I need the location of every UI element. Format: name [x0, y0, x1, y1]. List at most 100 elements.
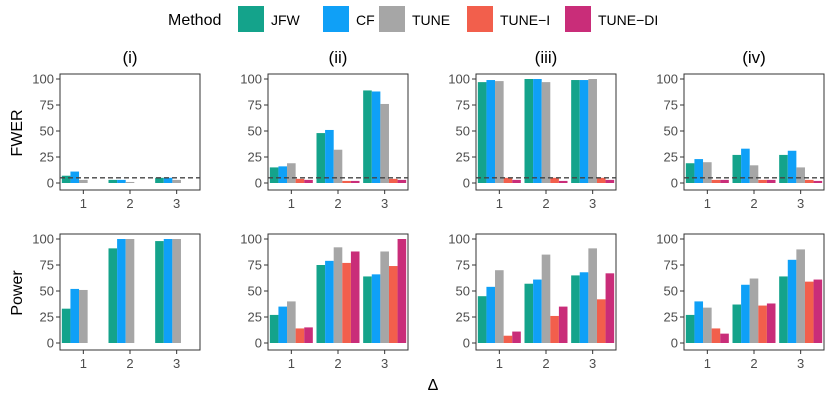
col-title-iii: (iii): [535, 48, 558, 67]
legend-swatch-tune-i: [467, 6, 493, 32]
x-tick-label: 3: [381, 356, 388, 371]
bar-tune-di: [720, 179, 729, 183]
y-tick-label: 50: [456, 124, 470, 139]
x-tick-label: 3: [173, 196, 180, 211]
bar-tune-i: [295, 178, 305, 183]
y-tick-label: 0: [255, 176, 262, 191]
bar-tune-di: [605, 273, 615, 343]
y-tick-label: 0: [671, 336, 678, 351]
bar-tune-di: [350, 180, 360, 183]
bar-tune: [79, 179, 88, 183]
panel-power-iv: 0 25 50 75 100 1 2 3: [656, 232, 825, 371]
bar-tune-di: [766, 179, 776, 183]
bar-tune-di: [304, 179, 313, 183]
bar-tune-i: [550, 177, 559, 183]
bar-tune-di: [304, 327, 313, 343]
x-tick-label: 3: [381, 196, 388, 211]
bar-tune-di: [605, 179, 615, 183]
bar-tune: [541, 254, 551, 343]
y-tick-label: 50: [664, 284, 678, 299]
bar-tune: [796, 167, 805, 183]
y-tick-label: 0: [671, 176, 678, 191]
bar-jfw: [477, 82, 487, 183]
y-tick-label: 25: [248, 150, 262, 165]
bar-jfw: [61, 175, 71, 183]
bar-cf: [579, 272, 589, 343]
y-tick-label: 25: [40, 310, 54, 325]
bar-cf: [694, 159, 704, 183]
panel-power-ii: 0 25 50 75 100 1 2 3: [240, 232, 409, 371]
bar-tune-i: [758, 305, 767, 343]
y-tick-label: 0: [47, 336, 54, 351]
legend-label: CF: [356, 12, 375, 28]
bar-tune: [703, 162, 712, 183]
x-tick-label: 2: [750, 196, 757, 211]
bar-tune-i: [503, 177, 513, 183]
x-tick-label: 2: [542, 196, 549, 211]
bar-cf: [486, 80, 496, 183]
bar-jfw: [155, 177, 164, 183]
bar-tune: [588, 79, 597, 183]
x-tick-label: 1: [288, 196, 295, 211]
x-tick-label: 3: [797, 356, 804, 371]
y-tick-label: 25: [664, 150, 678, 165]
y-tick-label: 75: [456, 98, 470, 113]
bar-cf: [533, 79, 542, 183]
bar-jfw: [571, 275, 580, 343]
bar-tune-i: [596, 177, 606, 183]
bar-tune: [333, 149, 343, 183]
bar-tune-i: [388, 178, 398, 183]
bar-cf: [741, 284, 750, 343]
x-tick-label: 2: [750, 356, 757, 371]
x-tick-label: 2: [126, 196, 133, 211]
y-tick-label: 100: [240, 232, 262, 247]
panel-fwer-i: 0 25 50 75 100 1 2 3: [32, 72, 201, 211]
y-tick-label: 100: [656, 72, 678, 87]
y-tick-label: 75: [40, 98, 54, 113]
bar-tune-i: [503, 335, 513, 343]
bar-tune-i: [596, 299, 606, 343]
y-tick-label: 100: [448, 232, 470, 247]
bar-cf: [787, 150, 797, 183]
bar-jfw: [363, 90, 372, 183]
y-tick-label: 100: [240, 72, 262, 87]
x-tick-label: 3: [173, 356, 180, 371]
bar-tune-di: [350, 251, 360, 343]
x-tick-label: 2: [126, 356, 133, 371]
bar-tune-i: [804, 179, 814, 183]
legend-swatch-jfw: [238, 6, 264, 32]
y-tick-label: 75: [40, 258, 54, 273]
bar-cf: [278, 306, 288, 343]
panel-border: [59, 73, 201, 191]
bar-tune-di: [720, 333, 729, 343]
bar-jfw: [779, 154, 788, 183]
x-tick-label: 1: [80, 356, 87, 371]
y-tick-label: 75: [664, 258, 678, 273]
col-title-iv: (iv): [742, 48, 766, 67]
legend-swatch-tune-di: [565, 6, 591, 32]
bar-tune: [172, 179, 181, 183]
bar-tune: [287, 301, 296, 343]
y-tick-label: 50: [456, 284, 470, 299]
bar-tune-i: [295, 328, 305, 343]
y-tick-label: 50: [664, 124, 678, 139]
legend-swatch-tune: [379, 6, 405, 32]
x-axis-label: Δ: [428, 377, 439, 394]
y-tick-label: 100: [448, 72, 470, 87]
bar-jfw: [779, 276, 788, 343]
bar-cf: [163, 239, 173, 343]
bar-jfw: [363, 276, 372, 343]
col-title-i: (i): [122, 48, 137, 67]
col-title-ii: (ii): [329, 48, 348, 67]
bar-cf: [694, 301, 704, 343]
row-label-fwer: FWER: [9, 109, 26, 156]
bar-cf: [371, 274, 381, 343]
bar-tune-i: [758, 179, 767, 183]
panel-fwer-iv: 0 25 50 75 100 1 2 3: [656, 72, 825, 211]
bar-tune-i: [388, 266, 398, 343]
bar-jfw: [61, 308, 71, 343]
bar-tune: [79, 289, 88, 343]
bar-tune: [796, 249, 805, 343]
y-tick-label: 25: [456, 310, 470, 325]
